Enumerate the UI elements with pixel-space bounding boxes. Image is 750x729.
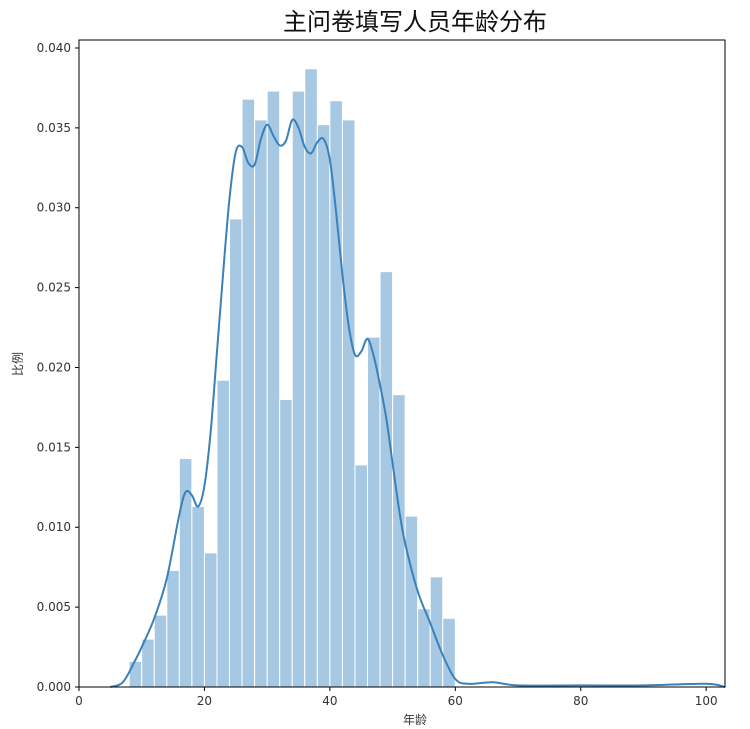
kde-density-line [110, 118, 726, 688]
y-tick-label: 0.035 [37, 121, 71, 135]
histogram-bar [316, 124, 331, 688]
plot-frame [78, 39, 726, 688]
chart-title: 主问卷填写人员年龄分布 [283, 8, 547, 36]
histogram-bar [128, 660, 143, 688]
y-tick-label: 0.040 [37, 41, 71, 55]
y-axis-label: 比例 [11, 352, 25, 376]
histogram-bar [392, 394, 406, 688]
histogram-bar [367, 336, 381, 688]
y-tick-label: 0.030 [37, 201, 71, 215]
histogram-bar [216, 379, 231, 688]
histogram-bar [304, 68, 318, 688]
histogram-bar [291, 90, 306, 688]
x-axis-label: 年龄 [403, 713, 427, 727]
x-tick-label: 80 [573, 694, 588, 708]
histogram-bar [254, 119, 268, 688]
histogram-bar [141, 638, 155, 688]
y-tick-label: 0.005 [37, 600, 71, 614]
histogram-bar [266, 90, 281, 688]
y-tick-label: 0.000 [37, 680, 71, 694]
histogram-bar [279, 398, 293, 688]
histogram-bar [429, 576, 444, 688]
histogram-bar [354, 464, 369, 688]
x-axis-ticks: 0 20 40 60 80 100 [75, 687, 718, 708]
histogram-bar [153, 614, 168, 688]
y-tick-label: 0.015 [37, 440, 71, 454]
histogram-bar [341, 119, 356, 688]
histogram-bar [379, 271, 394, 688]
x-tick-label: 40 [322, 694, 337, 708]
histogram-bar [241, 98, 256, 688]
y-tick-label: 0.020 [37, 360, 71, 374]
y-tick-label: 0.025 [37, 281, 71, 295]
y-axis-ticks: 0.000 0.005 0.010 0.015 0.020 0.025 0.030 0.035… [37, 41, 79, 694]
histogram-bar [329, 100, 343, 688]
histogram-bars [128, 68, 456, 688]
histogram-bar [203, 552, 218, 688]
histogram-bar [229, 218, 243, 688]
x-tick-label: 0 [75, 694, 83, 708]
x-tick-label: 60 [448, 694, 463, 708]
x-tick-label: 100 [695, 694, 718, 708]
x-tick-label: 20 [197, 694, 212, 708]
histogram-bar [166, 569, 180, 688]
histogram-bar [404, 515, 419, 688]
y-tick-label: 0.010 [37, 520, 71, 534]
histogram-bar [191, 505, 205, 688]
